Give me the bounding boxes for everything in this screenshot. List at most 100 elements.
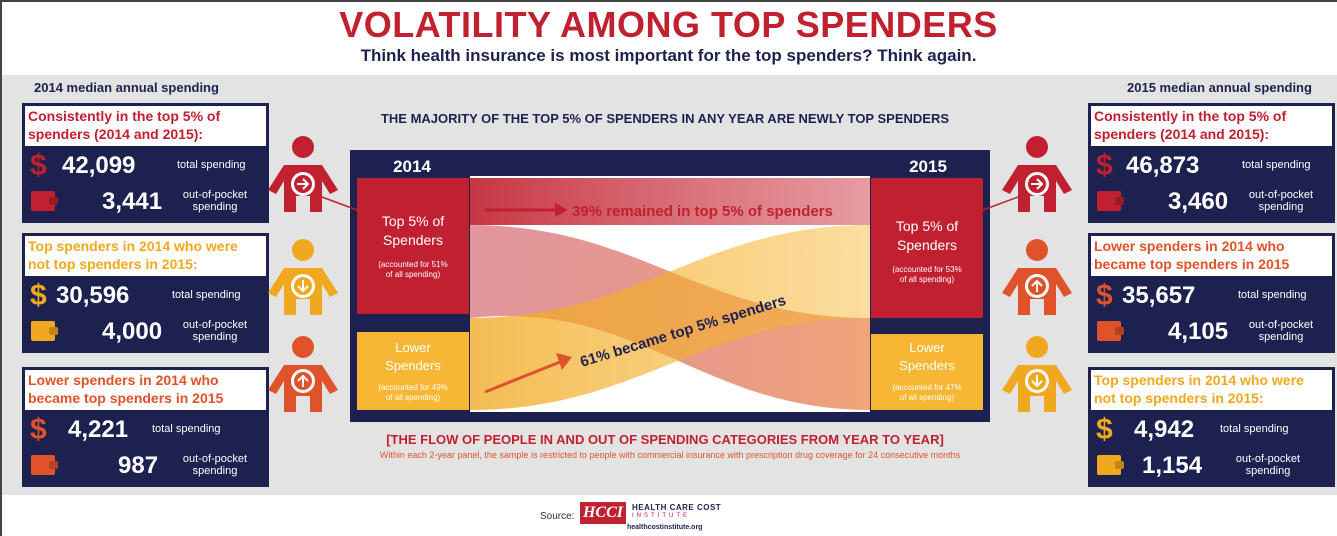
oop-spending-value: 3,460	[1168, 188, 1229, 215]
lower-to-top-flow	[470, 225, 870, 410]
became-arrow-head	[556, 353, 572, 370]
right-top-note-2: of all spending)	[900, 275, 955, 284]
left-top-note-2: of all spending)	[386, 270, 441, 279]
became-arrow-line	[484, 360, 561, 394]
right-lower-note-1: (accounted for 47%	[892, 383, 961, 392]
oop-spending-label: out-of-pocket spending	[1235, 453, 1301, 477]
right-lower-note-2: of all spending)	[900, 393, 955, 402]
wallet-icon	[31, 191, 55, 211]
right-lower-title-1: Lower	[909, 340, 945, 355]
total-spending-value: 42,099	[62, 152, 136, 179]
logo-subtitle: INSTITUTE	[632, 513, 690, 519]
right-column-heading: 2015 median annual spending	[1127, 80, 1312, 95]
wallet-icon	[1097, 321, 1121, 341]
left-card-became-top: Lower spenders in 2014 who became top sp…	[22, 367, 269, 487]
person-icon-left-orange	[268, 336, 338, 412]
total-spending-value: 46,873	[1126, 152, 1200, 179]
oop-spending-label: out-of-pocket spending	[182, 319, 248, 343]
left-top-title-1: Top 5% of	[382, 213, 444, 229]
dollar-icon: $	[1096, 149, 1113, 182]
year-right-label: 2015	[909, 157, 947, 176]
right-card-not-top: Top spenders in 2014 who were not top sp…	[1088, 367, 1335, 487]
card-header: Lower spenders in 2014 who became top sp…	[25, 370, 266, 410]
card-header: Top spenders in 2014 who were not top sp…	[1091, 370, 1332, 410]
left-card-not-top: Top spenders in 2014 who were not top sp…	[22, 233, 269, 353]
dollar-icon: $	[30, 413, 47, 446]
remained-arrow-head	[555, 203, 568, 217]
total-spending-value: 30,596	[56, 282, 130, 309]
oop-spending-label: out-of-pocket spending	[1248, 319, 1314, 343]
right-connector	[982, 196, 1019, 211]
right-card-consistent: Consistently in the top 5% of spenders (…	[1088, 103, 1335, 223]
total-spending-label: total spending	[172, 289, 241, 301]
dollar-icon: $	[30, 149, 47, 182]
total-spending-label: total spending	[1220, 423, 1289, 435]
person-icon-left-red	[268, 136, 338, 212]
logo-name: HEALTH CARE COST	[632, 503, 722, 512]
left-lower-title-2: Spenders	[385, 358, 441, 373]
person-icon-right-red	[1002, 136, 1072, 212]
remained-label: 39% remained in top 5% of spenders	[572, 203, 833, 220]
oop-spending-label: out-of-pocket spending	[1248, 189, 1314, 213]
total-spending-value: 35,657	[1122, 282, 1196, 309]
person-icon-right-orange	[1002, 239, 1072, 315]
card-header: Top spenders in 2014 who were not top sp…	[25, 236, 266, 276]
card-header: Lower spenders in 2014 who became top sp…	[1091, 236, 1332, 276]
logo-url: healthcostinstitute.org	[627, 524, 703, 531]
dollar-icon: $	[1096, 279, 1113, 312]
left-lower-title-1: Lower	[395, 340, 431, 355]
person-icon-left-gold	[268, 239, 338, 315]
wallet-icon	[1097, 455, 1121, 475]
oop-spending-label: out-of-pocket spending	[182, 189, 248, 213]
total-spending-label: total spending	[1242, 159, 1311, 171]
total-spending-label: total spending	[177, 159, 246, 171]
oop-spending-value: 1,154	[1142, 452, 1203, 479]
flow-title: [THE FLOW OF PEOPLE IN AND OUT OF SPENDI…	[386, 432, 944, 447]
left-lower-box	[357, 332, 469, 410]
right-lower-title-2: Spenders	[899, 358, 955, 373]
total-spending-value: 4,221	[68, 416, 129, 443]
year-left-label: 2014	[393, 157, 431, 176]
person-icon-right-gold	[1002, 336, 1072, 412]
right-top-title-2: Spenders	[897, 237, 957, 253]
left-column-heading: 2014 median annual spending	[34, 80, 219, 95]
left-top-note-1: (accounted for 51%	[378, 260, 447, 269]
right-card-became-top: Lower spenders in 2014 who became top sp…	[1088, 233, 1335, 353]
card-header: Consistently in the top 5% of spenders (…	[25, 106, 266, 146]
year-left-box	[354, 153, 470, 177]
wallet-icon	[1097, 191, 1121, 211]
oop-spending-value: 4,105	[1168, 318, 1229, 345]
right-top-title-1: Top 5% of	[896, 218, 958, 234]
left-lower-note-2: of all spending)	[386, 393, 441, 402]
right-lower-box	[871, 334, 983, 410]
left-top-box	[357, 178, 469, 314]
source-label: Source:	[540, 511, 575, 522]
right-top-box	[871, 178, 983, 318]
wallet-icon	[31, 321, 55, 341]
flow-note: Within each 2-year panel, the sample is …	[379, 450, 961, 460]
remained-top-flow	[470, 178, 870, 225]
hcci-logo: HCCI	[580, 502, 626, 524]
oop-spending-value: 987	[118, 452, 159, 479]
page-title: VOLATILITY AMONG TOP SPENDERS	[339, 4, 998, 45]
center-heading: THE MAJORITY OF THE TOP 5% OF SPENDERS I…	[380, 111, 950, 126]
wallet-icon	[31, 455, 55, 475]
oop-spending-value: 4,000	[102, 318, 163, 345]
total-spending-value: 4,942	[1134, 416, 1195, 443]
page-subtitle: Think health insurance is most important…	[360, 46, 977, 65]
left-lower-note-1: (accounted for 49%	[378, 383, 447, 392]
left-top-title-2: Spenders	[383, 232, 443, 248]
dollar-icon: $	[30, 279, 47, 312]
left-connector	[321, 196, 358, 211]
card-header: Consistently in the top 5% of spenders (…	[1091, 106, 1332, 146]
right-top-note-1: (accounted for 53%	[892, 265, 961, 274]
year-right-box	[870, 153, 986, 177]
oop-spending-label: out-of-pocket spending	[182, 453, 248, 477]
oop-spending-value: 3,441	[102, 188, 163, 215]
total-spending-label: total spending	[152, 423, 221, 435]
dollar-icon: $	[1096, 413, 1113, 446]
left-card-consistent: Consistently in the top 5% of spenders (…	[22, 103, 269, 223]
total-spending-label: total spending	[1238, 289, 1307, 301]
